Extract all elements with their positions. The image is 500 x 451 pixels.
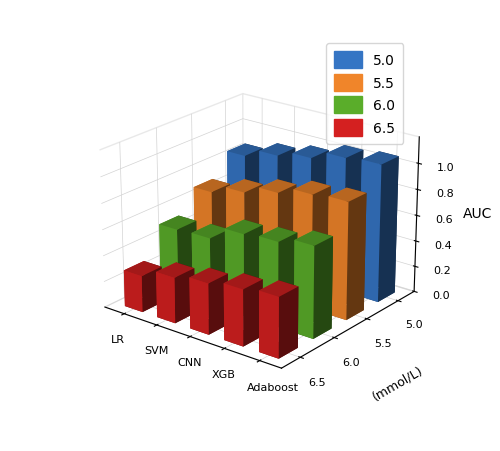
Y-axis label: (mmol/L): (mmol/L) bbox=[370, 364, 425, 403]
Legend: 5.0, 5.5, 6.0, 6.5: 5.0, 5.5, 6.0, 6.5 bbox=[326, 44, 404, 145]
